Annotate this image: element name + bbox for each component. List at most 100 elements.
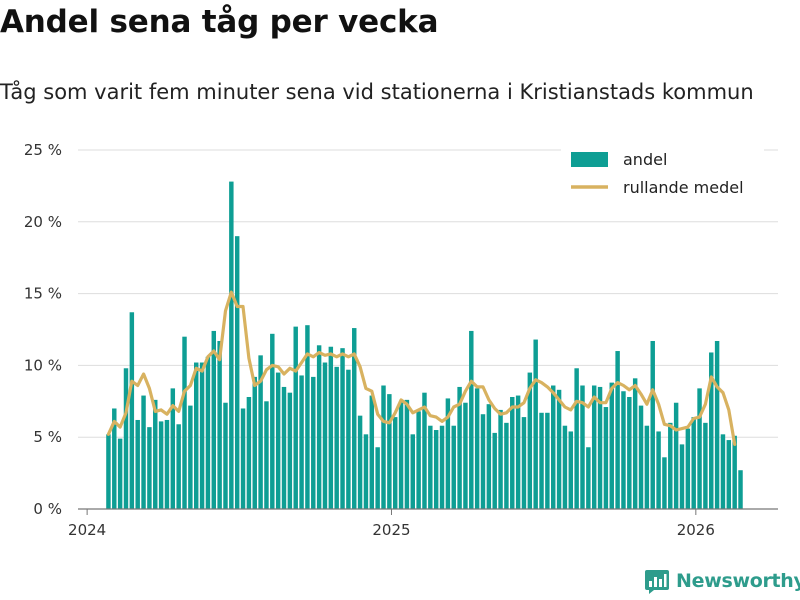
bar — [539, 412, 544, 509]
bar — [545, 412, 550, 509]
bar — [451, 425, 456, 509]
bar — [352, 328, 357, 509]
bar — [703, 422, 708, 509]
ytick-label-15: 15 % — [24, 285, 62, 303]
bar — [615, 351, 620, 509]
bar — [714, 340, 720, 509]
bar — [188, 405, 193, 509]
bar — [299, 375, 304, 509]
rolling-mean-series — [106, 290, 737, 446]
bar — [627, 396, 632, 509]
line-rullande-medel — [106, 290, 737, 446]
bar — [609, 382, 614, 509]
bar — [632, 378, 638, 509]
ytick-label-0: 0 % — [33, 500, 62, 518]
bar — [580, 385, 585, 509]
bar — [463, 402, 468, 509]
bar — [416, 411, 421, 509]
bar — [164, 419, 170, 509]
bar — [521, 417, 527, 509]
bar — [668, 422, 673, 509]
bar — [474, 388, 480, 509]
bar — [334, 366, 339, 509]
bar — [281, 386, 287, 509]
bar — [480, 414, 486, 509]
bar — [556, 389, 562, 509]
bar — [170, 388, 176, 509]
bar — [673, 402, 679, 509]
bar — [515, 395, 521, 509]
bar — [644, 425, 650, 509]
bar — [656, 431, 661, 509]
bar — [404, 399, 410, 509]
brand-logo: Newsworthy — [644, 568, 800, 594]
bar — [135, 419, 140, 509]
bar — [123, 368, 129, 509]
ytick-label-10: 10 % — [24, 356, 62, 374]
bar — [638, 405, 644, 509]
bar — [591, 385, 597, 509]
bar — [182, 336, 187, 509]
bar — [311, 376, 316, 509]
bar — [439, 425, 445, 509]
bar — [486, 404, 492, 509]
bar — [387, 394, 392, 509]
bar — [346, 369, 351, 509]
bar — [147, 427, 152, 509]
bar — [685, 428, 691, 509]
bar — [433, 430, 439, 509]
bar — [223, 402, 228, 509]
brand-name: Newsworthy — [676, 570, 800, 592]
bar — [562, 425, 568, 509]
legend: andel rullande medel — [561, 144, 764, 202]
bar — [709, 352, 714, 509]
legend-label-rullande-medel: rullande medel — [623, 178, 744, 197]
bar — [375, 447, 380, 509]
ytick-label-5: 5 % — [33, 428, 62, 446]
bar — [732, 435, 737, 509]
bar — [153, 399, 158, 509]
bar — [568, 431, 574, 509]
bar — [492, 432, 497, 509]
bar — [510, 396, 515, 509]
bar — [527, 372, 533, 509]
bar — [574, 368, 579, 509]
bar — [246, 396, 252, 509]
bar — [381, 385, 386, 509]
bar-series — [106, 181, 743, 510]
bar — [158, 421, 164, 509]
xtick-label-2024: 2024 — [68, 521, 106, 539]
bar — [106, 434, 111, 509]
legend-label-andel: andel — [623, 150, 667, 169]
ytick-label-25: 25 % — [24, 141, 62, 159]
bar — [270, 333, 275, 509]
bar — [738, 470, 743, 509]
bar — [112, 408, 117, 509]
bar — [457, 386, 462, 509]
bar — [205, 356, 211, 509]
bar — [428, 425, 433, 509]
ytick-label-20: 20 % — [24, 213, 62, 231]
bar — [726, 440, 732, 509]
bar — [199, 362, 205, 509]
bar — [504, 422, 509, 509]
bar — [586, 447, 591, 509]
bar — [193, 362, 199, 509]
chart-title: Andel sena tåg per vecka — [0, 4, 439, 40]
bar — [305, 325, 310, 509]
bar — [117, 438, 123, 509]
bar — [211, 330, 217, 509]
axes: 0 % 5 % 10 % 15 % 20 % 25 % 2024 2025 2026 — [24, 141, 778, 539]
bar — [650, 340, 655, 509]
bar — [141, 395, 146, 509]
chart-subtitle: Tåg som varit fem minuter sena vid stati… — [0, 80, 754, 104]
xtick-label-2026: 2026 — [677, 521, 715, 539]
bar — [217, 340, 222, 509]
bar — [533, 339, 538, 509]
bar — [603, 407, 609, 509]
bar — [129, 312, 135, 509]
bar — [392, 417, 398, 509]
bar — [621, 391, 626, 509]
bar — [328, 346, 334, 509]
